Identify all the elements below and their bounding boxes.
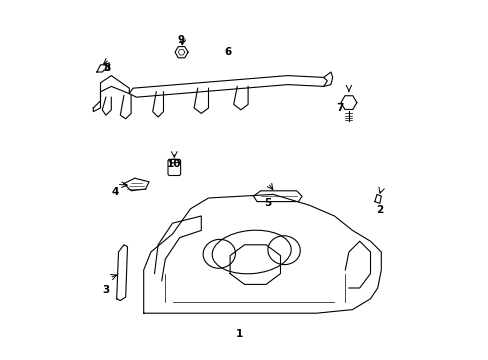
Text: 8: 8 — [103, 63, 110, 73]
Text: 6: 6 — [224, 47, 231, 57]
Text: 4: 4 — [111, 186, 119, 197]
Text: 1: 1 — [235, 329, 242, 339]
Text: 3: 3 — [102, 285, 109, 295]
Text: 2: 2 — [375, 204, 382, 215]
Text: 9: 9 — [178, 35, 184, 45]
Text: 10: 10 — [167, 159, 181, 169]
Text: 7: 7 — [336, 103, 343, 113]
Text: 5: 5 — [264, 198, 271, 208]
